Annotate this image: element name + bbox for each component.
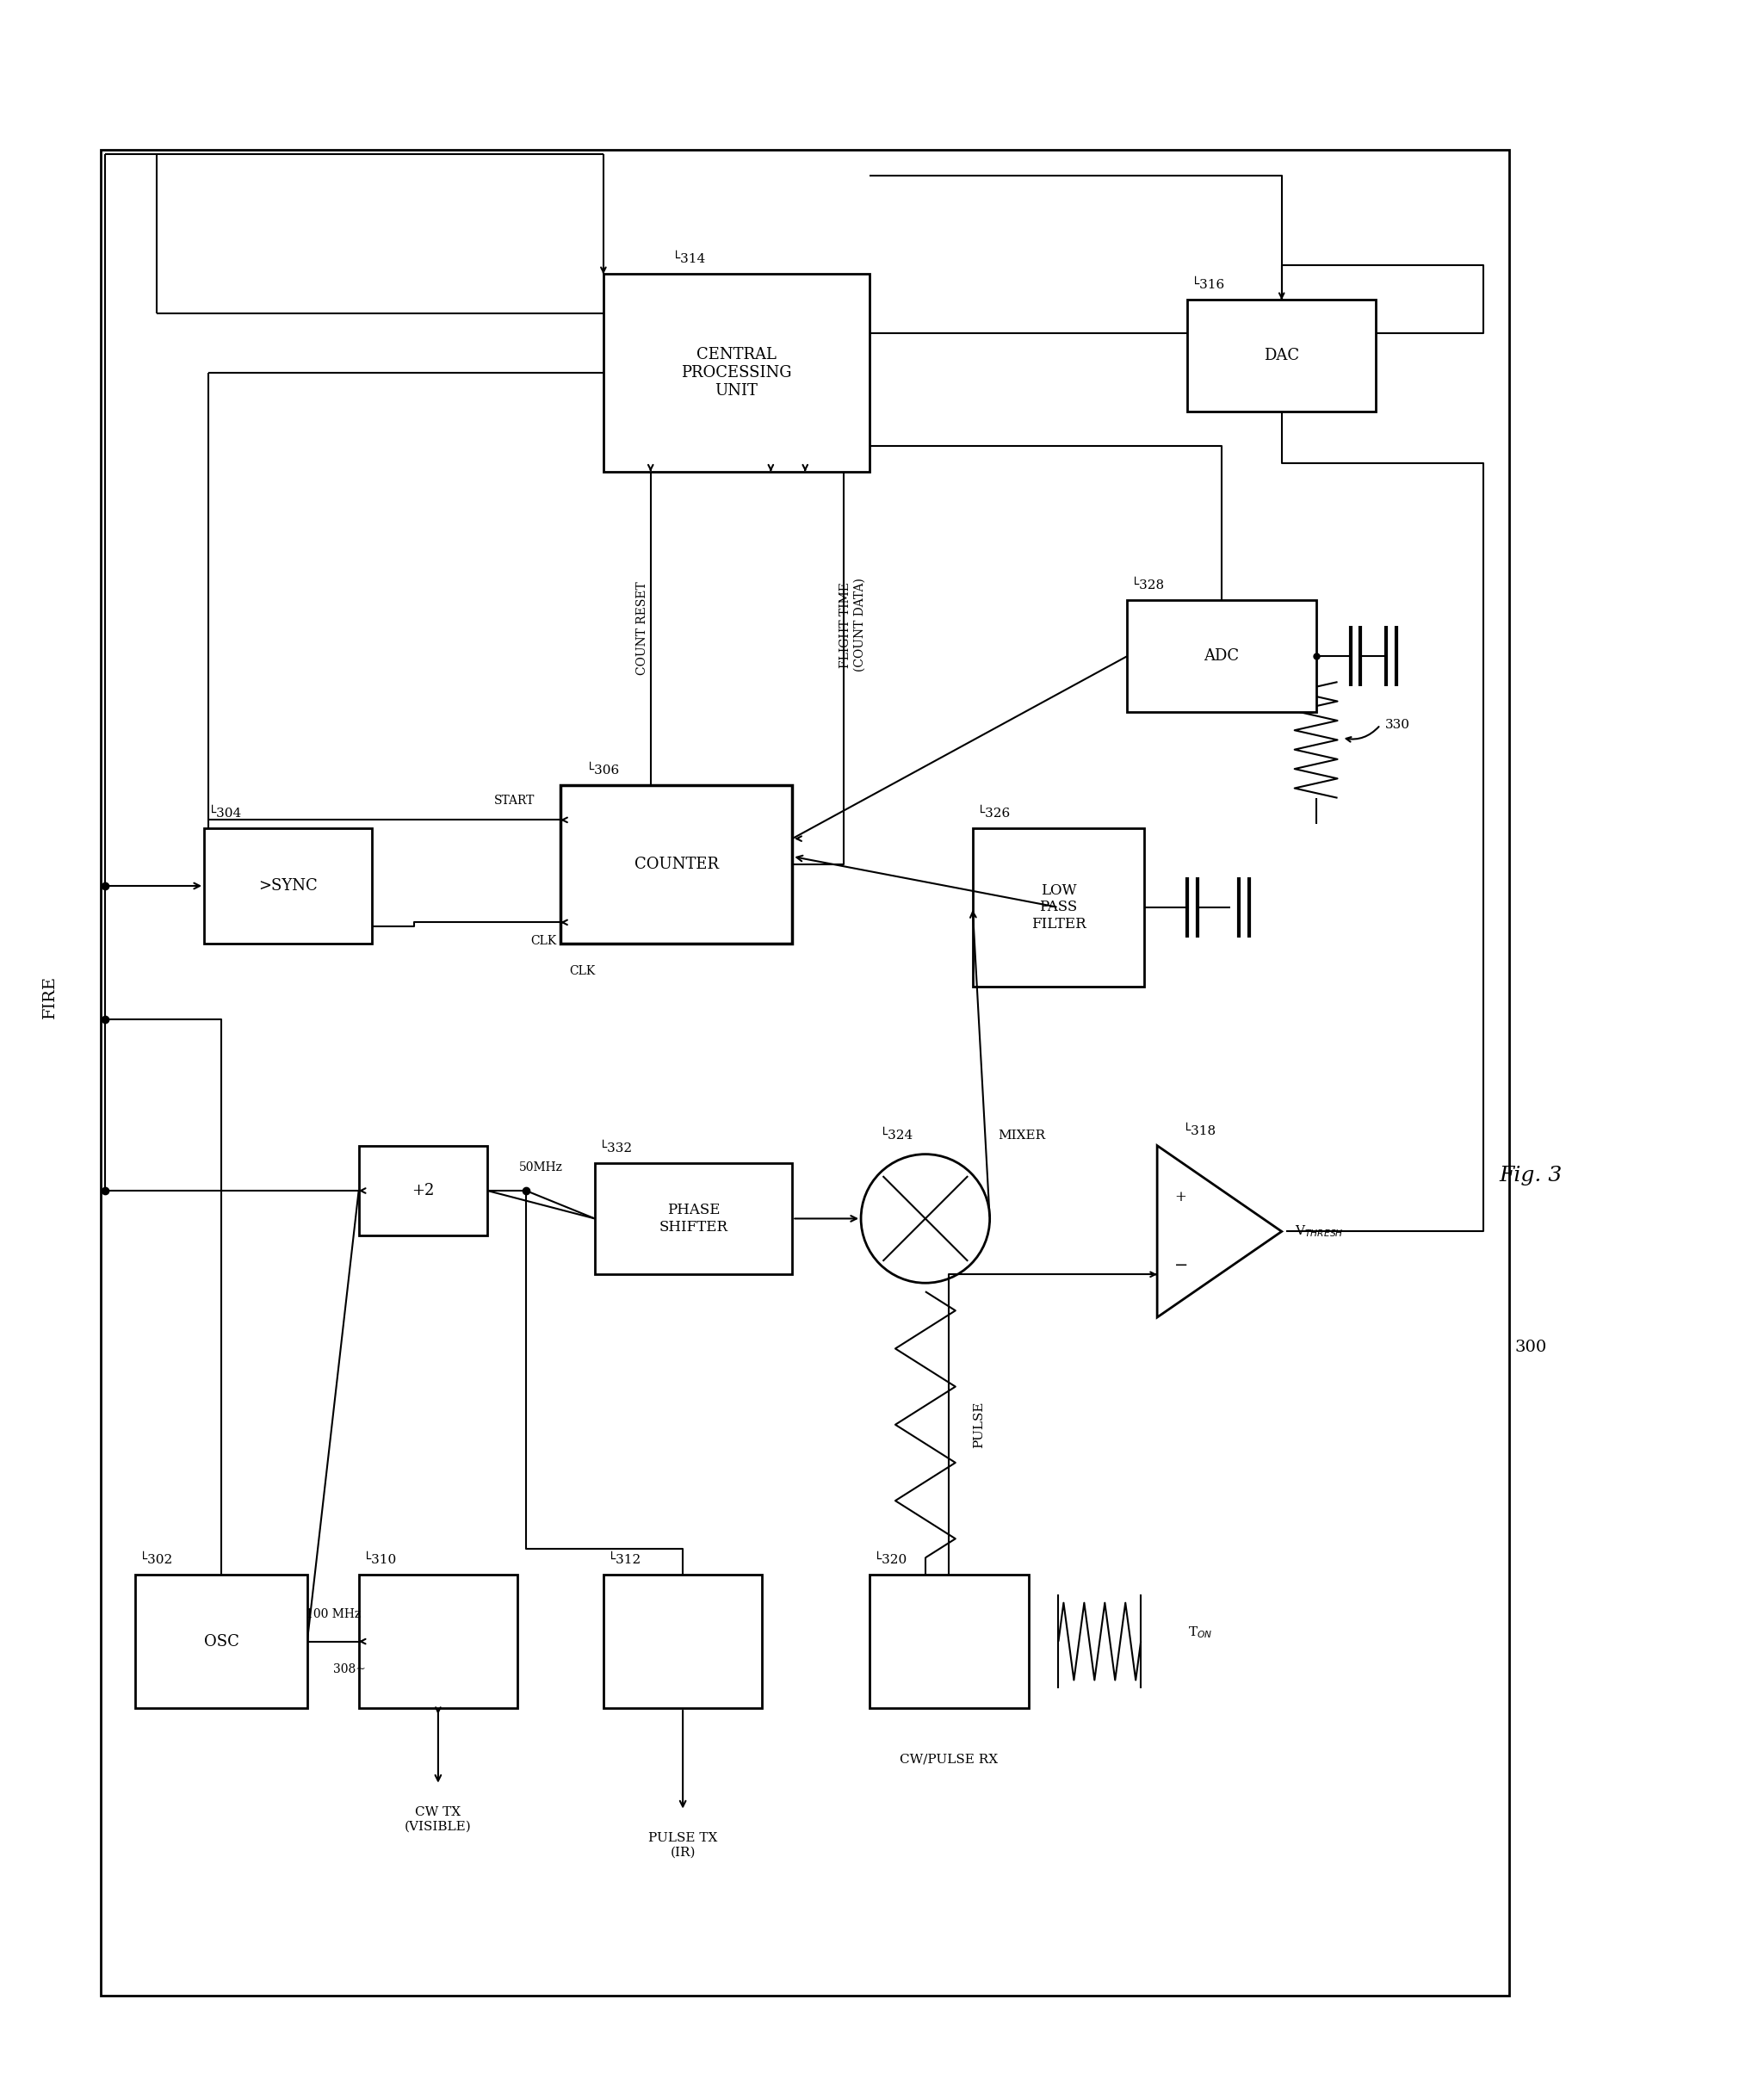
Bar (603, 1575, 762, 1708)
Text: +2: +2 (411, 1184, 434, 1198)
Bar (561, 784, 792, 944)
Text: 330: 330 (1385, 720, 1409, 730)
Text: └324: └324 (880, 1129, 912, 1142)
Text: └302: └302 (139, 1554, 173, 1566)
Text: └304: └304 (208, 807, 242, 820)
Bar (101, 150, 1510, 1995)
Text: └332: └332 (600, 1142, 632, 1154)
Text: 308~: 308~ (333, 1662, 365, 1674)
Text: CLK: CLK (570, 965, 594, 978)
Bar (870, 1575, 1028, 1708)
Bar (594, 1163, 792, 1275)
Text: └316: └316 (1191, 279, 1224, 291)
Text: PHASE
SHIFTER: PHASE SHIFTER (660, 1202, 729, 1233)
Text: 300: 300 (1515, 1340, 1547, 1356)
Text: └306: └306 (586, 763, 619, 776)
Text: COUNT RESET: COUNT RESET (637, 582, 647, 676)
Text: └320: └320 (873, 1554, 907, 1566)
Text: └326: └326 (977, 807, 1009, 820)
Text: DAC: DAC (1265, 347, 1300, 364)
Text: FLIGHT TIME
(COUNT DATA): FLIGHT TIME (COUNT DATA) (840, 578, 866, 672)
Text: CW/PULSE RX: CW/PULSE RX (900, 1753, 998, 1766)
Text: CW TX
(VISIBLE): CW TX (VISIBLE) (404, 1808, 471, 1832)
Text: START: START (494, 795, 534, 807)
Bar (136, 1575, 307, 1708)
Text: OSC: OSC (203, 1633, 238, 1649)
Text: └318: └318 (1184, 1125, 1215, 1138)
Text: ADC: ADC (1203, 649, 1240, 664)
Text: MIXER: MIXER (998, 1129, 1046, 1142)
Text: PULSE: PULSE (972, 1402, 984, 1448)
Text: 50MHz: 50MHz (519, 1161, 563, 1173)
Bar (358, 1146, 487, 1236)
Bar (1187, 300, 1376, 412)
Text: CENTRAL
PROCESSING
UNIT: CENTRAL PROCESSING UNIT (681, 347, 792, 399)
Text: 100 MHz: 100 MHz (305, 1608, 360, 1620)
Text: >SYNC: >SYNC (258, 878, 318, 894)
Text: LOW
PASS
FILTER: LOW PASS FILTER (1030, 884, 1087, 932)
Bar (603, 275, 870, 472)
Text: └314: └314 (672, 254, 706, 266)
Text: └312: └312 (607, 1554, 640, 1566)
Text: FIRE: FIRE (42, 976, 58, 1019)
Text: └328: └328 (1131, 580, 1164, 593)
Bar (358, 1575, 517, 1708)
Text: T$_{ON}$: T$_{ON}$ (1189, 1624, 1212, 1641)
Text: +: + (1175, 1190, 1185, 1204)
Bar (205, 828, 372, 944)
Bar (1127, 601, 1316, 711)
Text: −: − (1175, 1258, 1189, 1273)
Text: └310: └310 (363, 1554, 395, 1566)
Bar (972, 828, 1145, 986)
Text: V$_{THRESH}$: V$_{THRESH}$ (1295, 1223, 1342, 1240)
Text: COUNTER: COUNTER (635, 857, 718, 872)
Text: CLK: CLK (531, 936, 556, 946)
Text: PULSE TX
(IR): PULSE TX (IR) (647, 1832, 718, 1857)
Text: Fig. 3: Fig. 3 (1499, 1165, 1563, 1186)
